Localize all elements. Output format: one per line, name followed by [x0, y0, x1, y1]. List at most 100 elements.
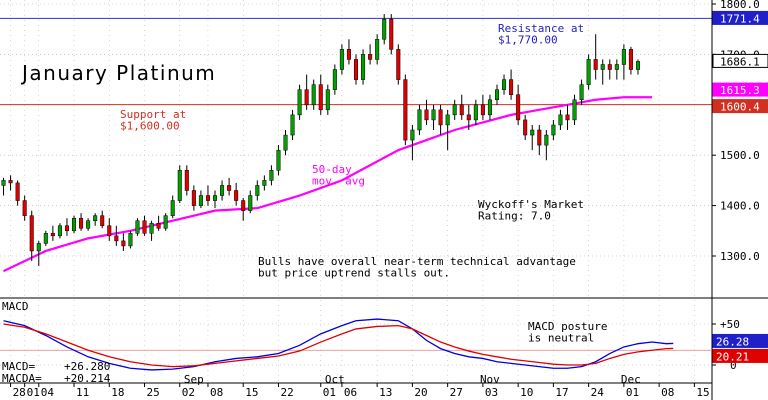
x-tick-label: 17 — [555, 386, 568, 399]
y-tick-label: 1500.0 — [720, 149, 760, 162]
badge-label: 1686.1 — [720, 55, 760, 68]
candle-body — [480, 104, 485, 116]
resistance-value-badge: 1771.4 — [712, 10, 768, 25]
month-label: Sep — [184, 373, 204, 386]
candle-body — [445, 114, 450, 126]
candle — [198, 190, 203, 209]
candle — [516, 84, 521, 125]
candle — [79, 213, 84, 231]
candle-body — [318, 84, 323, 111]
candle — [607, 59, 612, 80]
candle-body — [234, 190, 239, 201]
candle-body — [487, 99, 492, 116]
candle — [417, 104, 422, 136]
candle-body — [600, 64, 605, 70]
macd-panel: +50 0 26.28 20.21 MACD MACD posture is neutr… — [0, 300, 768, 385]
candle-body — [15, 182, 20, 201]
candle-body — [494, 89, 500, 101]
macda-line — [3, 323, 674, 368]
comment-annotation: Bulls have overall near-term technical a… — [258, 255, 576, 280]
y-tick-label: 1400.0 — [720, 200, 760, 213]
candle — [410, 124, 415, 161]
badge-label: 1771.4 — [720, 12, 760, 25]
x-tick-label: 01 — [27, 386, 40, 399]
candle — [297, 84, 302, 120]
candle — [565, 104, 570, 130]
candle-body — [396, 49, 401, 80]
macd-legend-label: MACD= — [2, 360, 35, 373]
x-axis: 28 01 04 11 18 25 02 08 15 22 01 06 13 20 27 03 10 17 24 01… — [10, 373, 710, 399]
candle-body — [191, 190, 196, 206]
reference-lines — [0, 17, 712, 106]
candle — [170, 195, 175, 219]
x-tick-label: 08 — [661, 386, 674, 399]
price-annotations: January Platinum Resistance at $1,770.00 Su… — [20, 22, 584, 280]
candle — [283, 130, 288, 156]
candle-body — [544, 134, 549, 146]
candle-body — [100, 215, 105, 227]
candle-body — [128, 233, 133, 247]
x-tick-label: 04 — [41, 386, 55, 399]
candle — [466, 104, 471, 130]
candle-body — [57, 225, 62, 237]
macd-legend-label: MACDA= — [2, 372, 42, 385]
candle-body — [628, 49, 633, 70]
candle-body — [572, 99, 577, 121]
candle-body — [361, 54, 366, 80]
y-tick-label: 1800.0 — [720, 0, 760, 11]
macd-badges: 26.28 20.21 — [712, 333, 768, 363]
candle-body — [579, 84, 584, 101]
macd-y-axis: +50 0 — [712, 318, 740, 372]
candle — [494, 84, 500, 105]
candle — [445, 109, 450, 151]
badge-label: 1600.4 — [720, 101, 760, 114]
candle-body — [149, 222, 154, 234]
macd-badge: 26.28 — [712, 333, 768, 348]
candle — [107, 218, 112, 241]
x-tick-label: 27 — [450, 386, 463, 399]
candle — [135, 218, 140, 236]
last-price-badge: 1686.1 — [712, 53, 768, 68]
month-label: Nov — [480, 373, 500, 386]
macd-lines — [3, 318, 674, 371]
candle — [544, 130, 549, 161]
candle — [403, 74, 408, 146]
candle — [311, 79, 316, 110]
month-label: Oct — [325, 373, 345, 386]
candle-body — [614, 64, 619, 70]
candle — [459, 94, 464, 120]
candle — [220, 180, 225, 201]
candle-body — [502, 79, 507, 90]
candle — [262, 175, 267, 191]
candle-body — [551, 124, 556, 136]
candle-body — [332, 69, 337, 90]
candle — [368, 44, 373, 65]
candle-body — [212, 195, 218, 201]
candle — [36, 240, 41, 267]
candle — [509, 69, 514, 100]
candle — [212, 190, 218, 209]
candle-body — [431, 109, 436, 121]
candle — [156, 215, 161, 231]
candle-body — [389, 18, 394, 50]
candle-body — [177, 170, 182, 201]
candle — [64, 218, 69, 236]
candle — [361, 49, 366, 85]
candles — [1, 14, 640, 267]
candle-body — [142, 220, 147, 234]
candle — [149, 220, 154, 241]
candle — [487, 94, 492, 120]
candle — [551, 119, 556, 141]
candle-body — [368, 54, 373, 60]
candle-body — [227, 185, 232, 191]
macd-badge: 20.21 — [712, 348, 768, 363]
candle-body — [205, 195, 210, 201]
candle-body — [36, 243, 41, 252]
candle-body — [297, 89, 302, 116]
candle-body — [438, 109, 443, 126]
rating-annotation: Wyckoff's Market Rating: 7.0 — [478, 198, 584, 223]
candle-body — [276, 149, 281, 171]
x-tick-label: 03 — [485, 386, 498, 399]
candle — [57, 223, 62, 239]
